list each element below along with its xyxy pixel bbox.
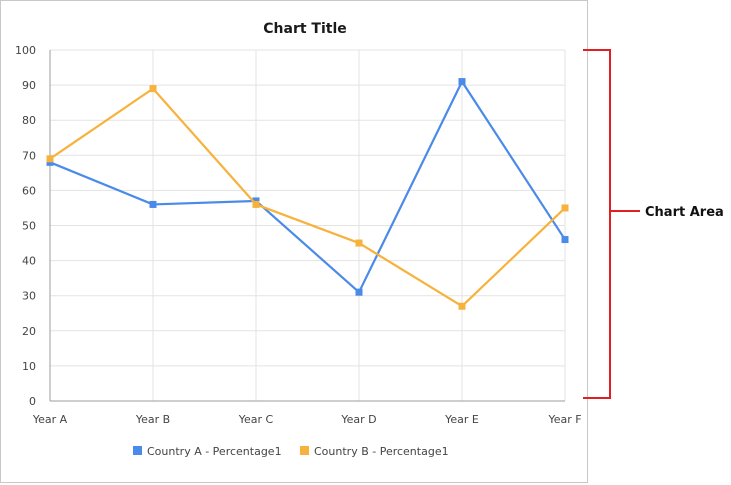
y-tick-label: 80 bbox=[22, 114, 36, 127]
series-layer bbox=[46, 78, 569, 310]
data-point-marker bbox=[46, 158, 54, 166]
y-tick-label: 40 bbox=[22, 255, 36, 268]
x-tick-label: Year F bbox=[547, 413, 581, 426]
y-tick-label: 30 bbox=[22, 290, 36, 303]
series-country-b bbox=[46, 85, 569, 310]
data-point-marker bbox=[458, 302, 466, 310]
y-tick-label: 90 bbox=[22, 79, 36, 92]
y-tick-label: 70 bbox=[22, 149, 36, 162]
data-point-marker bbox=[355, 239, 363, 247]
chart-area-frame bbox=[0, 0, 588, 483]
y-tick-label: 60 bbox=[22, 184, 36, 197]
data-point-marker bbox=[458, 78, 466, 86]
x-tick-label: Year B bbox=[135, 413, 170, 426]
y-tick-label: 20 bbox=[22, 325, 36, 338]
x-tick-label: Year D bbox=[340, 413, 376, 426]
legend: Country A - Percentage1 Country B - Perce… bbox=[133, 445, 449, 458]
series-line bbox=[49, 87, 566, 308]
legend-swatch bbox=[300, 446, 309, 455]
legend-label: Country A - Percentage1 bbox=[147, 445, 282, 458]
data-point-marker bbox=[149, 200, 157, 208]
chart-area-annotation: Chart Area bbox=[583, 49, 724, 399]
axes: 0 10 20 30 40 50 60 70 80 90 100 Year A Year B Year C… bbox=[15, 44, 582, 426]
x-tick-label: Year E bbox=[444, 413, 479, 426]
x-tick-label: Year A bbox=[32, 413, 68, 426]
y-tick-label: 0 bbox=[29, 395, 36, 408]
data-point-marker bbox=[355, 288, 363, 296]
y-tick-label: 50 bbox=[22, 220, 36, 233]
chart-area-label: Chart Area bbox=[645, 205, 724, 220]
chart-title: Chart Title bbox=[263, 21, 347, 37]
data-point-marker bbox=[252, 200, 260, 208]
series-line bbox=[49, 80, 566, 294]
y-tick-label: 100 bbox=[15, 44, 36, 57]
chart-area-bracket bbox=[583, 49, 640, 399]
data-point-marker bbox=[561, 204, 569, 212]
x-tick-label: Year C bbox=[238, 413, 274, 426]
data-point-marker bbox=[149, 85, 157, 93]
y-tick-label: 10 bbox=[22, 360, 36, 373]
series-country-a bbox=[46, 78, 569, 296]
legend-swatch bbox=[133, 446, 142, 455]
data-point-marker bbox=[46, 155, 54, 163]
data-point-marker bbox=[561, 236, 569, 244]
grid-lines bbox=[50, 49, 566, 401]
data-point-marker bbox=[252, 197, 260, 205]
legend-label: Country B - Percentage1 bbox=[314, 445, 449, 458]
